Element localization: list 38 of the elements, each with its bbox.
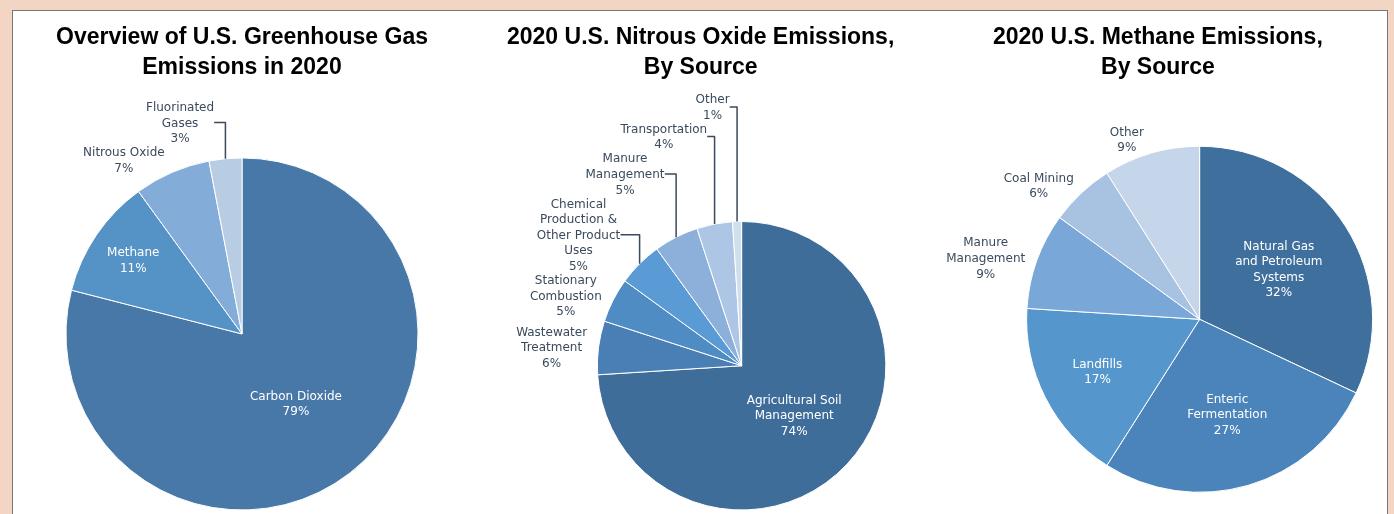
slice-label: Natural Gas and Petroleum Systems — [1235, 238, 1323, 284]
slice-label: Coal Mining — [1003, 170, 1074, 185]
slice-label: Methane — [107, 245, 160, 260]
slice-label: Manure Management — [946, 235, 1026, 266]
data-label: 79% — [282, 404, 310, 419]
data-label: 27% — [1213, 422, 1241, 437]
data-label: 5% — [615, 182, 635, 197]
slice-label: Other — [695, 92, 730, 107]
slice-label: Nitrous Oxide — [83, 145, 165, 160]
data-label: 5% — [556, 304, 576, 319]
data-label: 3% — [170, 131, 190, 146]
slice-label: Carbon Dioxide — [249, 388, 342, 403]
slice-label: Landfills — [1072, 356, 1123, 371]
slice-label: Manure Management — [585, 151, 665, 181]
data-label: 32% — [1265, 285, 1293, 300]
data-label: 6% — [542, 355, 562, 370]
slice-label: Agricultural Soil Management — [746, 392, 842, 423]
data-label: 11% — [119, 260, 147, 275]
slice-label: Transportation — [619, 121, 708, 136]
data-label: 74% — [780, 423, 808, 438]
chart-title: 2020 U.S. Nitrous Oxide Emissions, By Source — [507, 23, 895, 79]
data-label: 1% — [703, 107, 723, 122]
slice-label: Stationary Combustion — [529, 273, 602, 303]
slice-label: Wastewater Treatment — [516, 324, 588, 355]
slice-label: Other — [1109, 124, 1144, 139]
data-label: 9% — [1117, 140, 1137, 155]
data-label: 9% — [976, 266, 996, 281]
slice-label: Fluorinated Gases — [146, 99, 215, 130]
data-label: 17% — [1084, 372, 1111, 387]
data-label: 4% — [654, 137, 674, 152]
data-label: 5% — [568, 259, 589, 273]
slice-label: Chemical Production & Other Product Uses — [536, 196, 621, 258]
pie-slice — [65, 157, 419, 511]
data-label: 7% — [114, 160, 134, 175]
data-label: 6% — [1029, 186, 1049, 201]
slice-label: Enteric Fermentation — [1187, 391, 1268, 422]
chart-title: 2020 U.S. Methane Emissions, By Source — [993, 23, 1323, 79]
chart-title: Overview of U.S. Greenhouse Gas Emissions in 2020 — [56, 23, 428, 79]
